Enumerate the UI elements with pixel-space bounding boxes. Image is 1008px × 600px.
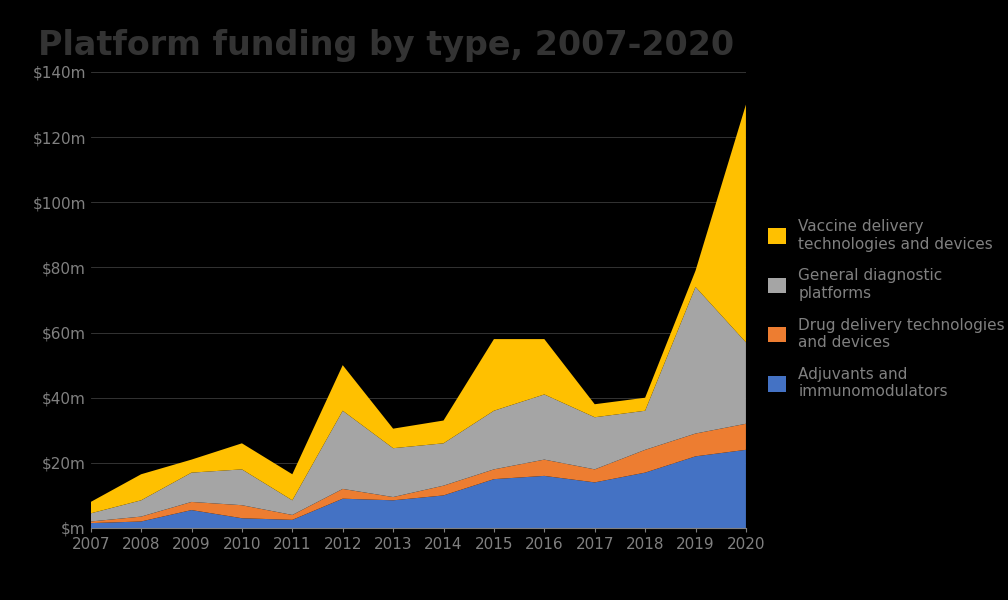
Text: Platform funding by type, 2007-2020: Platform funding by type, 2007-2020 (38, 29, 735, 62)
Legend: Vaccine delivery
technologies and devices, General diagnostic
platforms, Drug de: Vaccine delivery technologies and device… (760, 211, 1008, 407)
